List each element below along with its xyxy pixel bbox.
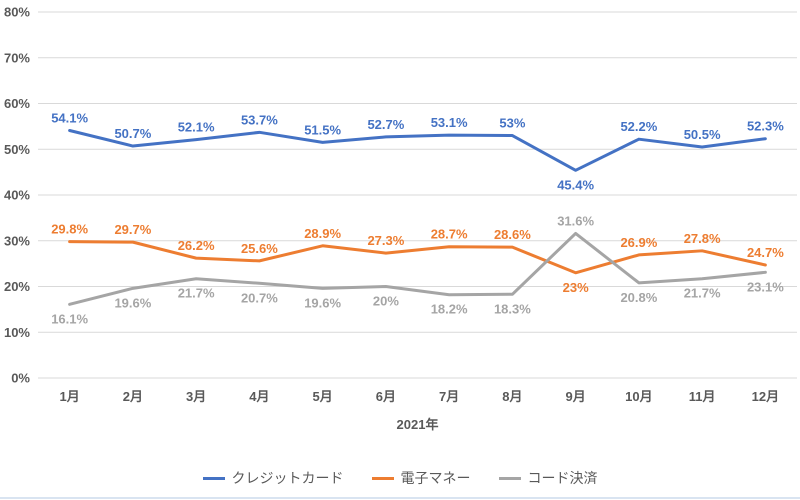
x-tick-label: 10月 (625, 389, 652, 404)
chart-plot-area: 0% 10% 20% 30% 40% 50% 60% 70% 80% 54.1% 50.7% 52.1… (4, 5, 797, 432)
data-label: 27.8% (684, 231, 721, 246)
legend-label-e-money: 電子マネー (400, 470, 471, 486)
data-label: 20.7% (241, 290, 278, 305)
x-tick-label: 11月 (689, 389, 716, 404)
data-label: 54.1% (51, 110, 88, 125)
data-label: 27.3% (367, 233, 404, 248)
x-tick-label: 5月 (313, 389, 333, 404)
x-tick-label: 4月 (249, 389, 269, 404)
data-label: 53% (499, 116, 525, 131)
data-label: 52.2% (620, 119, 657, 134)
legend-item-code-payment: コード決済 (498, 468, 598, 488)
y-tick-label: 70% (4, 50, 30, 65)
data-label: 28.7% (431, 227, 468, 242)
data-label: 52.7% (367, 117, 404, 132)
legend-line-marker-credit-card (202, 476, 225, 480)
data-label: 52.1% (178, 120, 215, 135)
y-tick-label: 40% (4, 188, 30, 203)
series-line-0 (68, 128, 767, 172)
data-label: 16.1% (51, 311, 88, 326)
legend-line-marker-code-payment (498, 476, 521, 480)
data-label: 53.7% (241, 112, 278, 127)
data-label: 23.1% (747, 279, 784, 294)
data-label: 21.7% (684, 286, 721, 301)
x-tick-label: 6月 (376, 389, 396, 404)
x-tick-label: 7月 (439, 389, 459, 404)
y-tick-label: 50% (4, 142, 30, 157)
data-label: 53.1% (431, 115, 468, 130)
y-tick-label: 10% (4, 325, 30, 340)
data-label: 26.2% (178, 238, 215, 253)
legend-label-credit-card: クレジットカード (231, 470, 344, 486)
y-tick-label: 80% (4, 5, 30, 20)
window-bottom-edge (0, 497, 800, 499)
x-tick-label: 8月 (502, 389, 522, 404)
y-tick-label: 30% (4, 233, 30, 248)
x-tick-label: 2月 (123, 389, 143, 404)
data-label: 28.9% (304, 226, 341, 241)
data-label: 28.6% (494, 227, 531, 242)
data-label: 18.2% (431, 302, 468, 317)
y-tick-label: 0% (11, 371, 30, 386)
data-label: 29.7% (114, 222, 151, 237)
x-tick-label: 9月 (566, 389, 586, 404)
data-label: 20.8% (620, 290, 657, 305)
data-label: 19.6% (114, 295, 151, 310)
x-tick-label: 3月 (186, 389, 206, 404)
y-tick-label: 60% (4, 96, 30, 111)
data-label: 50.5% (684, 127, 721, 142)
data-label: 52.3% (747, 119, 784, 134)
data-label: 24.7% (747, 245, 784, 260)
series-line-1 (68, 240, 767, 275)
y-tick-label: 20% (4, 279, 30, 294)
legend-item-e-money: 電子マネー (371, 468, 471, 488)
data-label: 18.3% (494, 301, 531, 316)
x-tick-label: 12月 (752, 389, 779, 404)
data-label: 51.5% (304, 122, 341, 137)
legend-line-marker-e-money (371, 476, 394, 480)
series-line-2 (68, 231, 767, 306)
data-label: 23% (563, 280, 589, 295)
data-label: 29.8% (51, 222, 88, 237)
data-label: 20% (373, 294, 399, 309)
x-tick-label: 1月 (60, 389, 80, 404)
data-label: 25.6% (241, 241, 278, 256)
x-axis-title: 2021年 (397, 417, 439, 432)
data-label: 45.4% (557, 177, 594, 192)
legend-item-credit-card: クレジットカード (202, 468, 344, 488)
data-label: 21.7% (178, 286, 215, 301)
legend-label-code-payment: コード決済 (527, 470, 598, 486)
data-label: 19.6% (304, 295, 341, 310)
chart-legend: クレジットカード 電子マネー コード決済 (0, 468, 800, 488)
data-label: 26.9% (620, 235, 657, 250)
data-label: 31.6% (557, 213, 594, 228)
data-label: 50.7% (114, 126, 151, 141)
